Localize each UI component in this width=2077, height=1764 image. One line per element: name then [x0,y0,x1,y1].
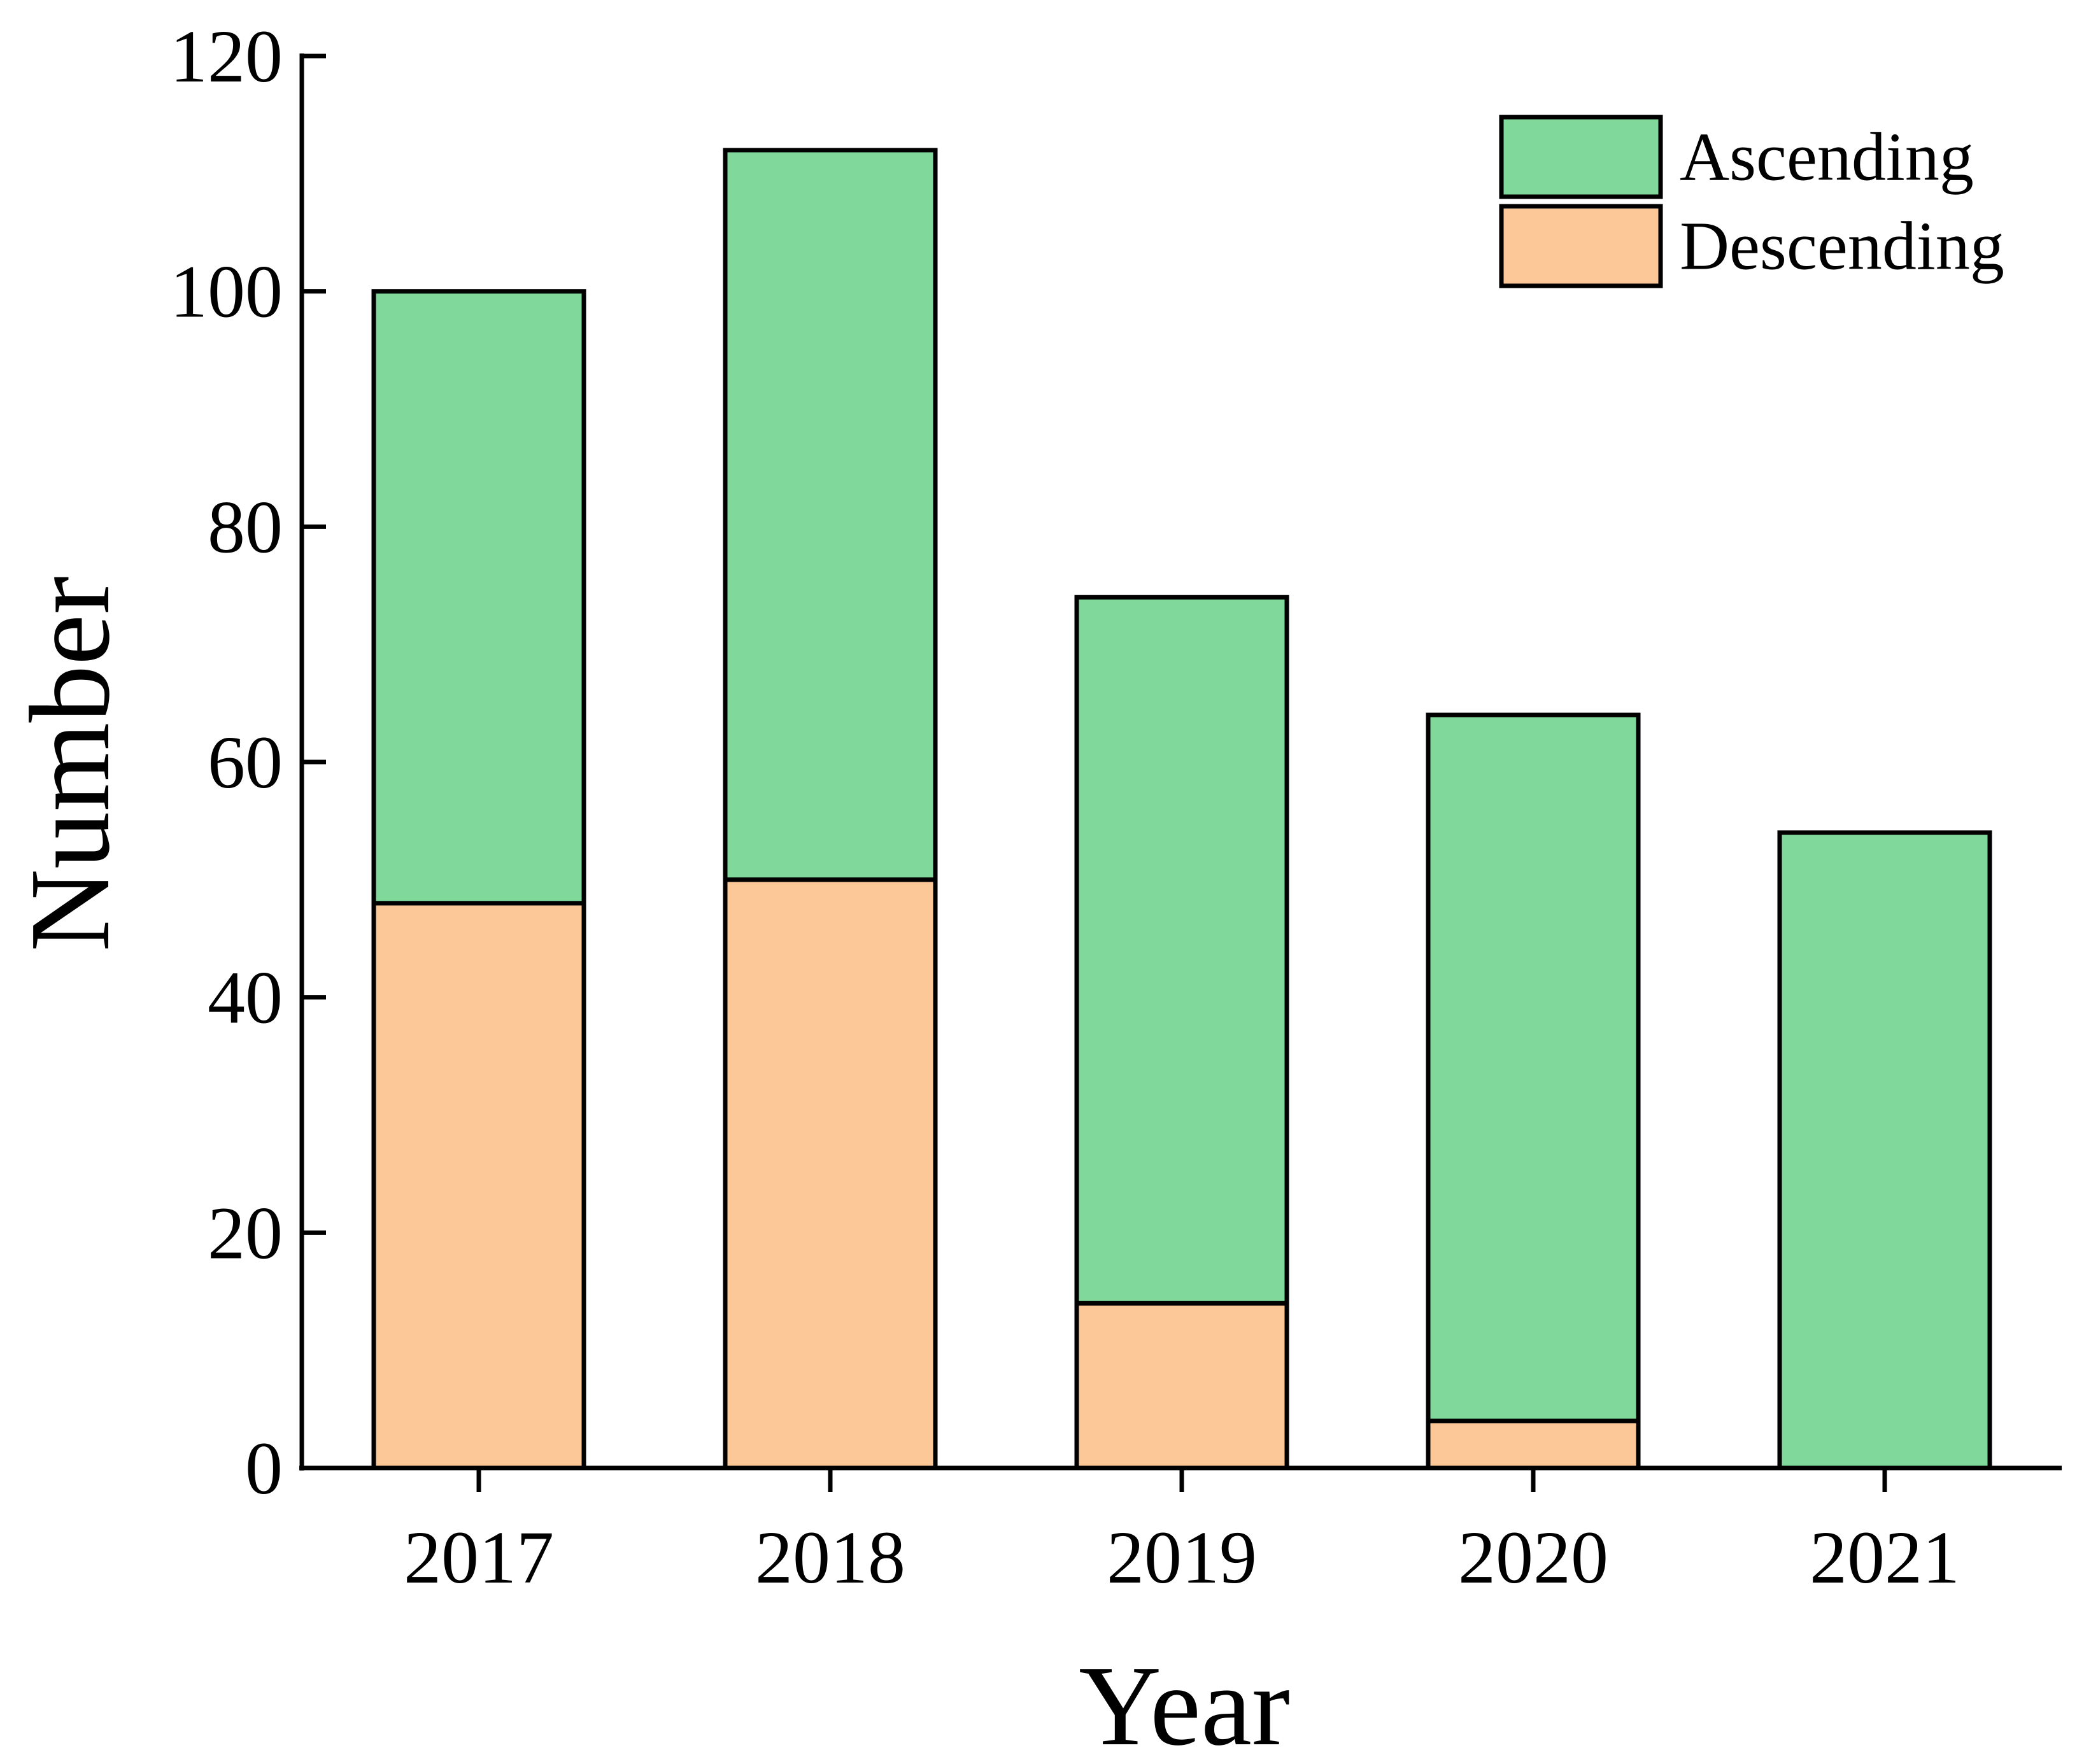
axes-group: 0 20 40 60 80 100 120 2017 2018 2019 2020 2021 [170,15,2062,1599]
legend-label-ascending: Ascending [1680,120,1974,195]
y-tick-label-40: 40 [208,956,283,1040]
bar-ascending-2020 [1426,712,1641,1423]
x-tick-label-2017: 2017 [404,1516,554,1599]
bar-descending-2019 [1074,1301,1289,1471]
y-tick-label-20: 20 [208,1191,283,1274]
x-axis-title: Year [1079,1642,1290,1764]
x-tick-label-2019: 2019 [1107,1516,1257,1599]
bar-ascending-2021 [1777,830,1992,1471]
y-axis-title: Number [6,576,133,952]
bar-descending-2017 [371,901,586,1471]
legend-swatch-ascending [1499,115,1663,199]
bar-ascending-2017 [371,289,586,906]
bar-ascending-2019 [1074,595,1289,1306]
legend: Ascending Descending [1499,115,2004,288]
y-tick-label-100: 100 [170,250,283,334]
bars-group [371,148,1992,1471]
y-tick-label-60: 60 [208,721,283,804]
bar-descending-2020 [1426,1418,1641,1471]
x-tick-label-2021: 2021 [1810,1516,1960,1599]
x-tick-label-2018: 2018 [755,1516,905,1599]
y-tick-label-120: 120 [170,15,283,98]
x-tick-label-2020: 2020 [1458,1516,1608,1599]
y-tick-label-0: 0 [245,1427,283,1510]
bar-ascending-2018 [723,148,938,882]
legend-swatch-descending [1499,204,1663,288]
y-tick-label-80: 80 [208,485,283,568]
bar-descending-2018 [723,877,938,1471]
legend-label-descending: Descending [1680,209,2004,285]
